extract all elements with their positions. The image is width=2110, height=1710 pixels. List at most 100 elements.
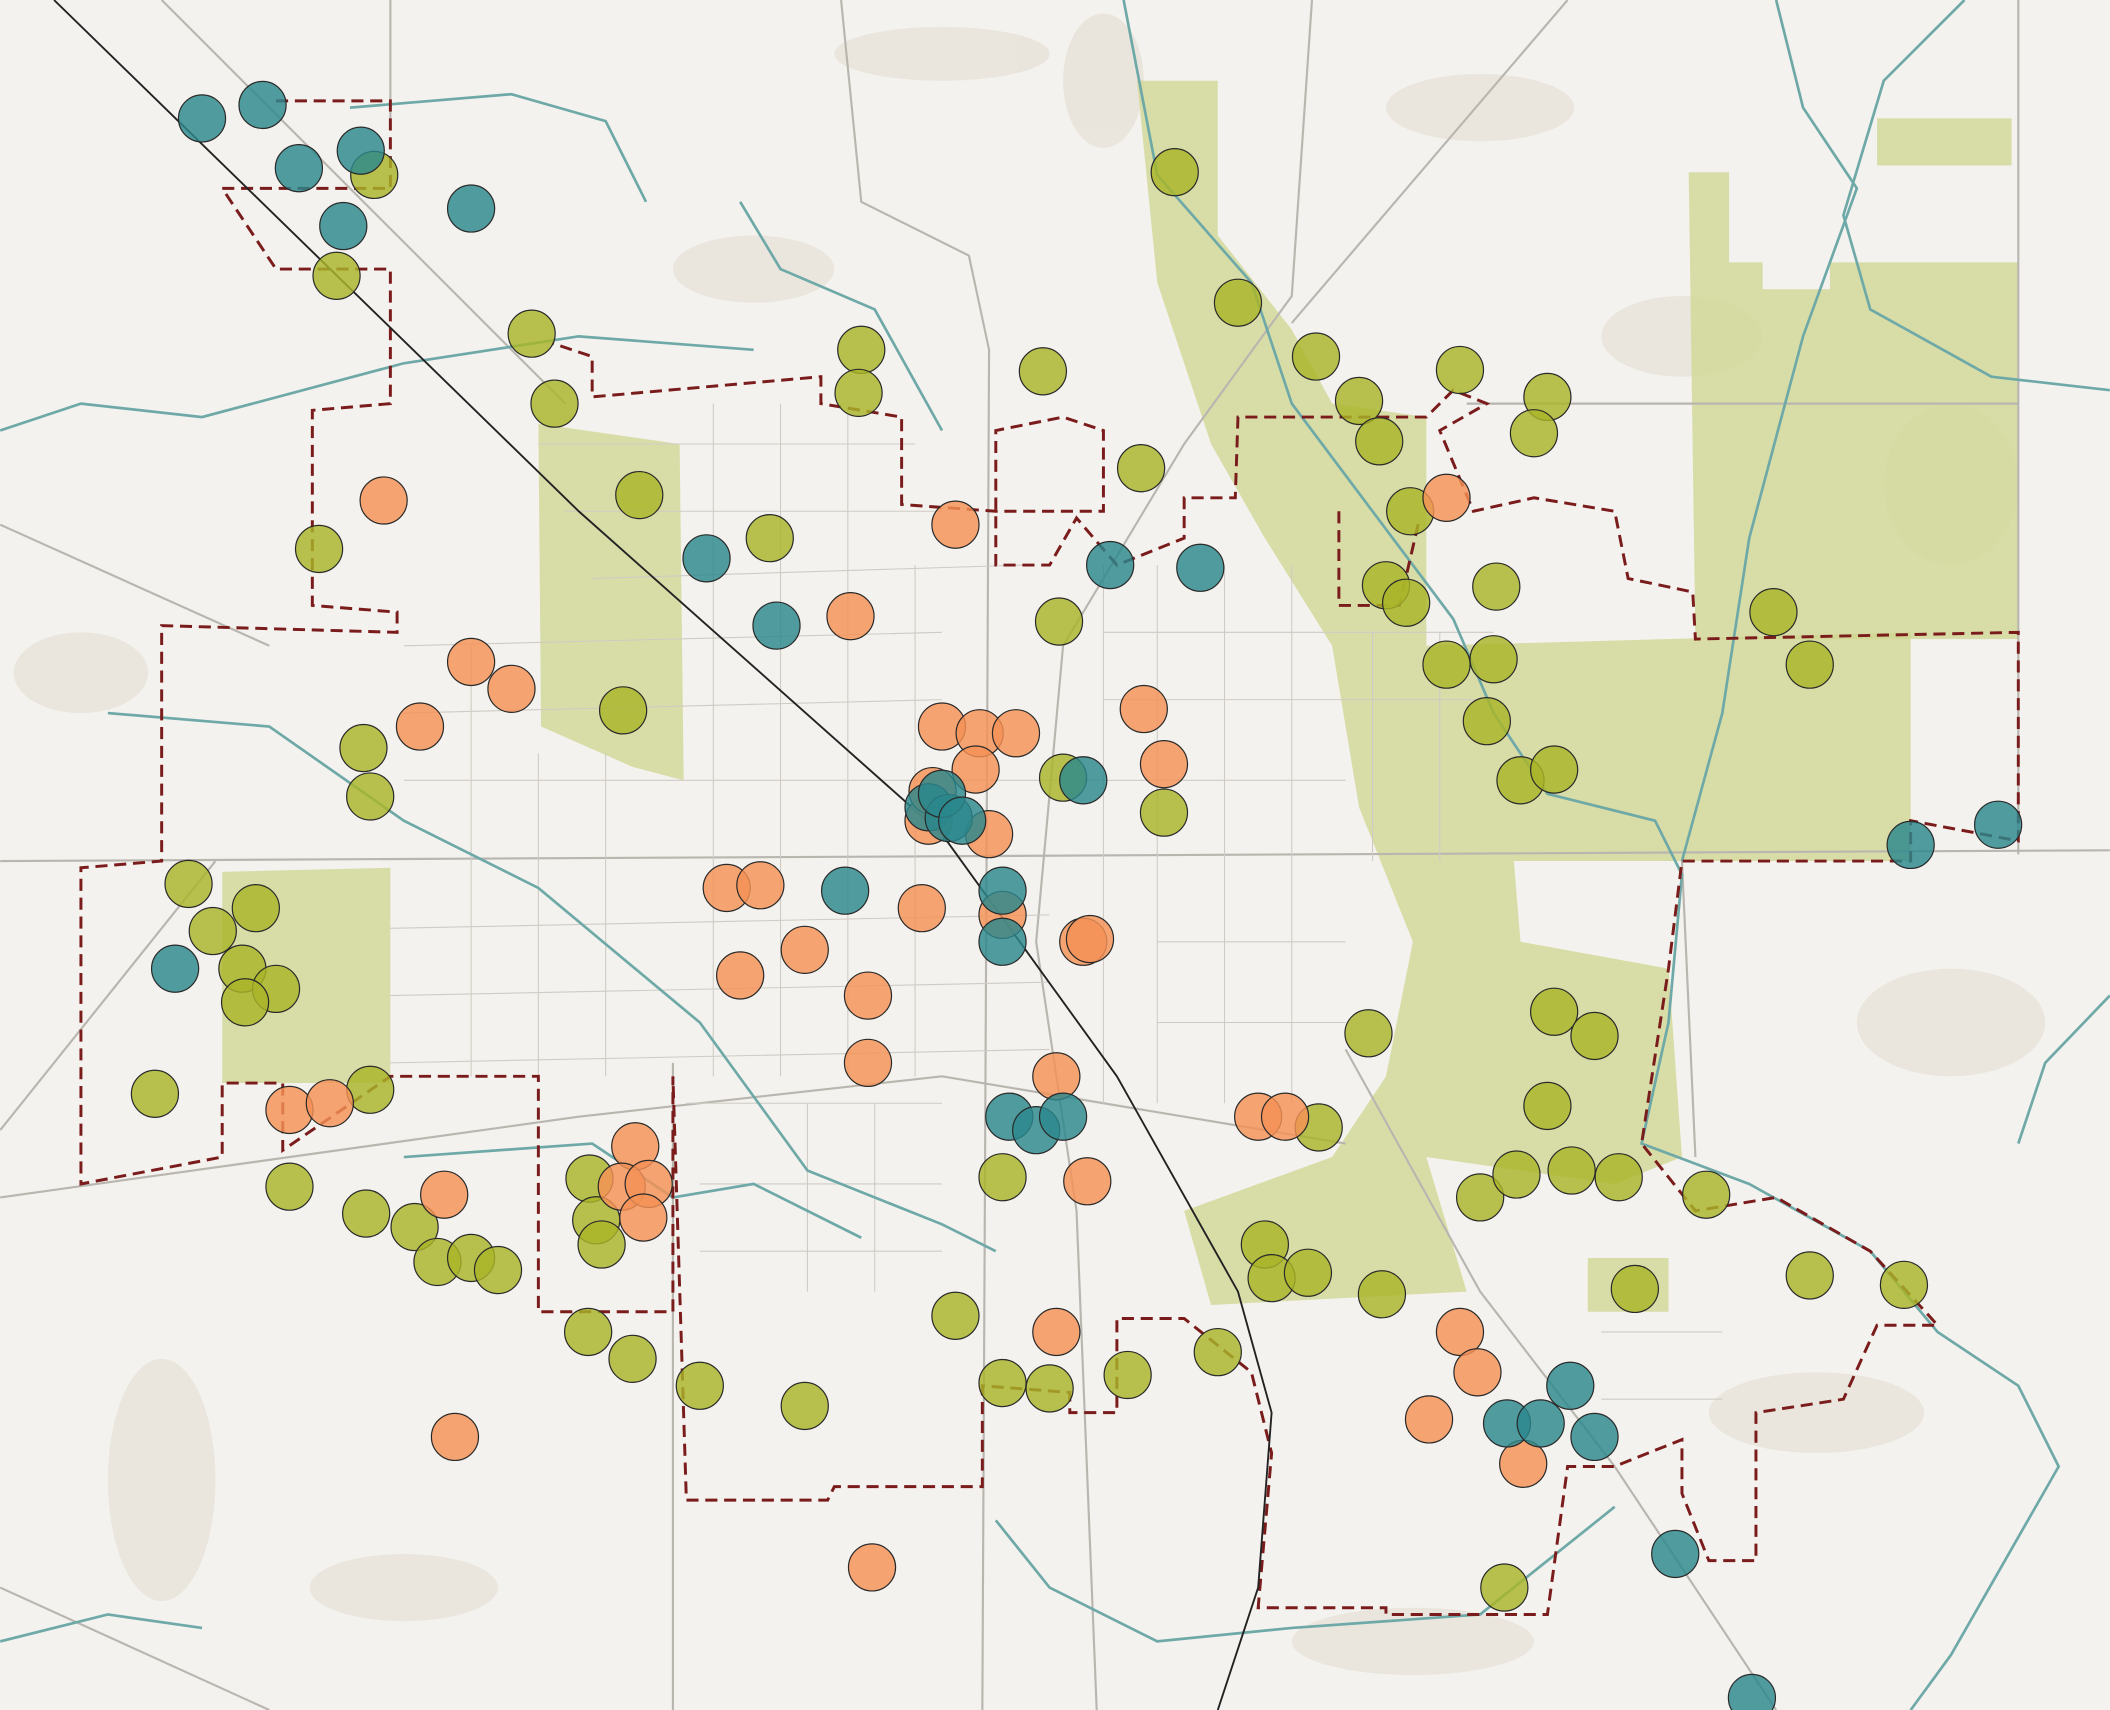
olive-point — [1462, 696, 1512, 746]
olive-point — [231, 883, 280, 933]
olive-point — [563, 1307, 613, 1357]
teal-point — [274, 144, 324, 193]
olive-point — [473, 1245, 523, 1295]
orange-point — [780, 925, 829, 975]
olive-point — [1116, 444, 1166, 493]
olive-point — [220, 978, 270, 1027]
olive-point — [346, 772, 395, 821]
orange-point — [619, 1193, 668, 1242]
olive-point — [530, 379, 579, 428]
orange-point — [1453, 1348, 1502, 1397]
olive-point — [1334, 376, 1384, 426]
olive-point — [978, 1358, 1027, 1408]
olive-point — [342, 1189, 391, 1238]
orange-point — [305, 1079, 354, 1128]
olive-point — [1357, 1270, 1407, 1319]
olive-point — [1509, 409, 1559, 458]
olive-point — [1529, 745, 1579, 794]
orange-point — [1435, 1307, 1485, 1357]
olive-point — [1785, 640, 1834, 689]
olive-point — [598, 686, 648, 735]
teal-point — [177, 94, 227, 143]
olive-point — [390, 1202, 439, 1252]
orange-point — [1063, 1157, 1112, 1206]
olive-point — [1879, 1260, 1929, 1310]
olive-point — [1291, 332, 1341, 381]
teal-point — [446, 184, 496, 233]
olive-point — [1455, 1173, 1505, 1222]
olive-point — [1529, 987, 1579, 1036]
olive-point — [1785, 1251, 1834, 1300]
olive-point — [1492, 1150, 1541, 1199]
teal-point — [150, 944, 200, 993]
teal-point — [820, 866, 870, 915]
orange-point — [1139, 740, 1189, 789]
olive-point — [1355, 417, 1404, 466]
olive-point — [834, 368, 883, 418]
orange-point — [430, 1412, 480, 1462]
olive-point — [608, 1334, 657, 1384]
olive-point — [1523, 1081, 1572, 1131]
orange-point — [1404, 1395, 1454, 1444]
olive-point — [339, 723, 388, 773]
olive-point — [745, 514, 794, 563]
orange-point — [265, 1085, 314, 1135]
teal-point — [1973, 800, 2023, 849]
orange-point — [736, 861, 785, 910]
olive-point — [577, 1220, 626, 1269]
orange-point — [1260, 1092, 1310, 1141]
orange-point — [1422, 473, 1471, 522]
teal-point — [1651, 1529, 1700, 1579]
railroad — [53, 0, 1273, 1710]
orange-point — [1119, 684, 1168, 734]
olive-point — [1381, 578, 1431, 627]
teal-point — [978, 917, 1027, 966]
teal-point — [336, 126, 385, 175]
olive-point — [1018, 347, 1068, 396]
olive-point — [1480, 1563, 1529, 1612]
olive-point — [931, 1291, 980, 1340]
olive-point — [1103, 1350, 1152, 1400]
orange-point — [897, 883, 946, 933]
olive-point — [1594, 1153, 1643, 1202]
olive-point — [188, 906, 237, 956]
orange-point — [1032, 1052, 1081, 1101]
olive-point — [1472, 562, 1521, 611]
teal-point — [752, 601, 801, 650]
olive-point — [675, 1361, 724, 1410]
orange-point — [446, 637, 496, 687]
orange-point — [1032, 1307, 1081, 1357]
orange-point — [843, 1038, 893, 1088]
olive-point — [1435, 345, 1485, 395]
orange-point — [951, 745, 1000, 794]
olive-point — [312, 251, 361, 300]
teal-point — [1727, 1673, 1777, 1710]
green-areas — [222, 80, 2019, 1312]
orange-point — [1065, 914, 1115, 964]
teal-point — [682, 534, 731, 583]
olive-point — [507, 309, 556, 358]
teal-point — [1176, 543, 1225, 592]
olive-point — [1150, 148, 1199, 197]
olive-point — [1139, 788, 1189, 837]
teal-point — [1059, 756, 1108, 805]
olive-point — [978, 1153, 1027, 1202]
orange-point — [420, 1170, 469, 1219]
teal-point — [1516, 1399, 1565, 1448]
orange-point — [991, 709, 1041, 758]
olive-point — [1422, 640, 1471, 689]
olive-point — [1682, 1170, 1731, 1219]
olive-point — [780, 1381, 829, 1431]
orange-point — [847, 1543, 897, 1592]
olive-point — [130, 1069, 180, 1118]
olive-point — [1749, 588, 1798, 637]
teal-point — [1086, 540, 1135, 590]
olive-point — [1213, 278, 1263, 327]
olive-point — [615, 470, 664, 520]
orange-point — [359, 476, 408, 525]
teal-point — [978, 866, 1027, 915]
orange-point — [931, 500, 980, 549]
olive-point — [1193, 1327, 1242, 1377]
teal-point — [1886, 820, 1935, 870]
